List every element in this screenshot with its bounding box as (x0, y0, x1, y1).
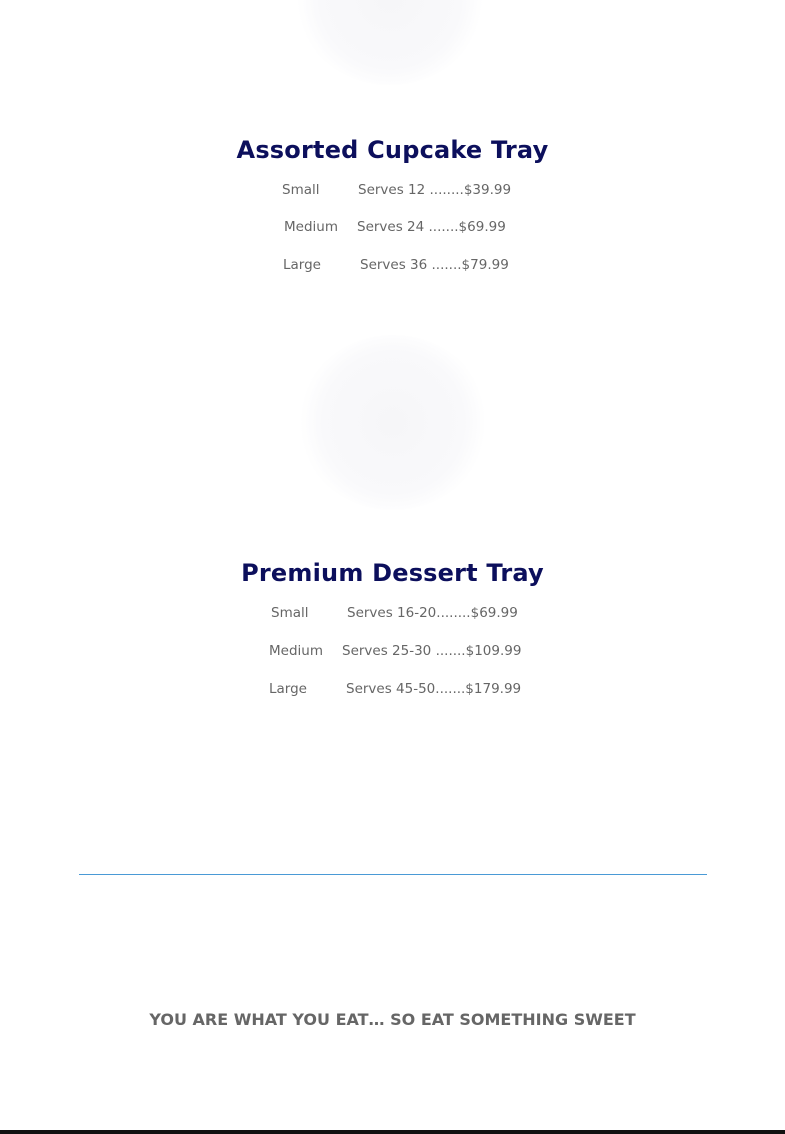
tagline: YOU ARE WHAT YOU EAT… SO EAT SOMETHING S… (149, 1010, 636, 1029)
size-label: Small (271, 605, 309, 621)
serves-price: Serves 25-30 .......$109.99 (342, 643, 522, 659)
size-label: Medium (284, 219, 338, 235)
size-label: Large (283, 257, 321, 273)
size-label: Medium (269, 643, 323, 659)
cupcake-tray-image (295, 0, 485, 85)
size-label: Large (269, 681, 307, 697)
serves-price: Serves 24 .......$69.99 (357, 219, 506, 235)
divider (79, 874, 707, 875)
serves-price: Serves 16-20........$69.99 (347, 605, 518, 621)
product-title: Assorted Cupcake Tray (236, 136, 549, 164)
size-label: Small (282, 182, 320, 198)
dessert-tray-image (298, 335, 488, 510)
product-title: Premium Dessert Tray (241, 559, 544, 587)
serves-price: Serves 12 ........$39.99 (358, 182, 512, 198)
footer-bar (0, 1130, 785, 1134)
serves-price: Serves 36 .......$79.99 (360, 257, 509, 273)
serves-price: Serves 45-50.......$179.99 (346, 681, 522, 697)
